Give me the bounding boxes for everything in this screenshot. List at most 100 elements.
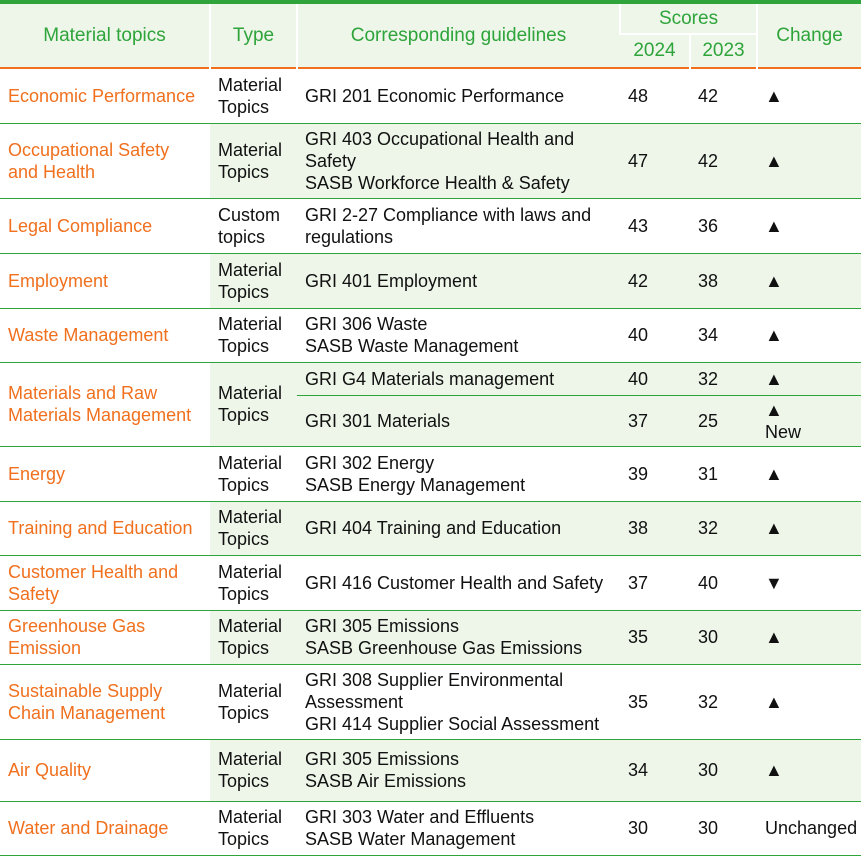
guideline: GRI 201 Economic Performance [305, 85, 565, 106]
header-2024: 2024 [620, 33, 690, 68]
table-row: GRI 301 Materials 37 25 ▲ New [0, 395, 861, 447]
change-indicator: ▲ [765, 215, 783, 236]
score-2024: 40 [620, 362, 690, 396]
guideline: GRI 308 Supplier Environmental Assessmen… [305, 669, 564, 712]
change-cell: ▲ [757, 253, 861, 309]
topic-cell: Training and Education [0, 501, 210, 556]
guidelines-cell: GRI 305 Emissions SASB Air Emissions [297, 739, 620, 802]
table-row: Training and Education Material Topics GRI… [0, 501, 861, 556]
type-cell: Material Topics [210, 555, 297, 611]
guideline: GRI 2-27 Compliance with laws and regula… [305, 204, 592, 247]
guideline: GRI 414 Supplier Social Assessment [305, 713, 600, 734]
guideline: GRI 302 Energy [305, 452, 435, 473]
change-cell: ▲ [757, 123, 861, 199]
score-2024: 39 [620, 446, 690, 502]
score-2024: 42 [620, 253, 690, 309]
type-cell: Material Topics [210, 801, 297, 856]
topic-cell: Materials and Raw Materials Management [0, 362, 210, 447]
table-row: Customer Health and Safety Material Topic… [0, 555, 861, 611]
guideline: SASB Water Management [305, 829, 516, 849]
guidelines-cell: GRI 308 Supplier Environmental Assessmen… [297, 664, 620, 740]
change-indicator: ▲ [765, 325, 783, 345]
guidelines-cell: GRI 404 Training and Education [297, 501, 620, 556]
table-row: Materials and Raw Materials Management Ma… [0, 362, 861, 447]
change-cell: ▲ [757, 198, 861, 254]
change-note: New [765, 421, 802, 442]
table-row: Energy Material Topics GRI 302 Energy SASB … [0, 446, 861, 502]
type-cell: Custom topics [210, 198, 297, 254]
score-2024: 34 [620, 739, 690, 802]
guideline: SASB Workforce Health & Safety [305, 172, 570, 193]
table-row: Legal Compliance Custom topics GRI 2-27 Co… [0, 198, 861, 254]
guideline: SASB Air Emissions [305, 771, 467, 791]
score-2023: 42 [690, 123, 758, 199]
change-cell: ▲ [757, 308, 861, 363]
score-2024: 38 [620, 501, 690, 556]
score-2024: 43 [620, 198, 690, 254]
score-2023: 34 [690, 308, 758, 363]
guidelines-cell: GRI 2-27 Compliance with laws and regula… [297, 198, 620, 254]
change-cell: ▲ New [757, 395, 861, 447]
change-indicator: ▲ [765, 627, 783, 647]
change-cell: Unchanged [757, 801, 861, 856]
guidelines-cell: GRI 303 Water and Effluents SASB Water Ma… [297, 801, 620, 856]
topic-cell: Employment [0, 253, 210, 309]
header-topic: Material topics [0, 2, 210, 68]
score-2024: 35 [620, 664, 690, 740]
guideline: GRI 403 Occupational Health and Safety [305, 128, 575, 171]
score-2023: 32 [690, 501, 758, 556]
type-cell: Material Topics [210, 739, 297, 802]
table-row: Occupational Safety and Health Material T… [0, 123, 861, 199]
type-cell: Material Topics [210, 664, 297, 740]
change-indicator: ▲ [765, 270, 783, 291]
change-indicator: ▲ [765, 399, 783, 420]
change-cell: ▲ [757, 362, 861, 396]
change-indicator: ▲ [765, 760, 783, 780]
header-guidelines: Corresponding guidelines [296, 2, 620, 68]
change-cell: ▲ [757, 610, 861, 665]
score-2023: 40 [690, 555, 758, 611]
guideline: SASB Energy Management [305, 474, 526, 495]
type-cell: Material Topics [210, 123, 297, 199]
topic-cell: Legal Compliance [0, 198, 210, 254]
table-row: Employment Material Topics GRI 401 Employm… [0, 253, 861, 309]
score-2024: 37 [620, 555, 690, 611]
change-cell: ▲ [757, 664, 861, 740]
header-2023: 2023 [688, 33, 758, 68]
score-2023: 32 [690, 664, 758, 740]
guidelines-cell: GRI 305 Emissions SASB Greenhouse Gas Emi… [297, 610, 620, 665]
score-2023: 25 [690, 395, 758, 447]
guidelines-cell: GRI 403 Occupational Health and Safety SA… [297, 123, 620, 199]
topic-cell: Water and Drainage [0, 801, 210, 856]
score-2024: 40 [620, 308, 690, 363]
score-2023: 31 [690, 446, 758, 502]
header-change: Change [756, 2, 861, 68]
change-cell: ▲ [757, 501, 861, 556]
score-2023: 36 [690, 198, 758, 254]
change-indicator: Unchanged [765, 818, 858, 838]
score-2023: 30 [690, 610, 758, 665]
table-row: Economic Performance Material Topics GRI 2… [0, 68, 861, 124]
guideline: SASB Greenhouse Gas Emissions [305, 638, 583, 658]
change-cell: ▲ [757, 446, 861, 502]
guideline: GRI 303 Water and Effluents [305, 807, 535, 827]
change-indicator: ▲ [765, 368, 783, 389]
change-indicator: ▲ [765, 691, 783, 712]
topic-cell: Economic Performance [0, 68, 210, 124]
guidelines-cell: GRI 301 Materials [297, 395, 620, 447]
score-2024: 37 [620, 395, 690, 447]
table-row: Waste Management Material Topics GRI 306 W… [0, 308, 861, 363]
header-type: Type [209, 2, 297, 68]
score-2023: 42 [690, 68, 758, 124]
topic-cell: Air Quality [0, 739, 210, 802]
score-2024: 48 [620, 68, 690, 124]
change-cell: ▼ [757, 555, 861, 611]
guideline: GRI G4 Materials management [305, 368, 555, 389]
topic-cell: Sustainable Supply Chain Management [0, 664, 210, 740]
topic-cell: Greenhouse Gas Emission [0, 610, 210, 665]
topic-cell: Customer Health and Safety [0, 555, 210, 611]
guideline: GRI 401 Employment [305, 270, 478, 291]
guideline: GRI 306 Waste [305, 314, 428, 334]
score-2024: 35 [620, 610, 690, 665]
guideline: GRI 404 Training and Education [305, 518, 562, 538]
